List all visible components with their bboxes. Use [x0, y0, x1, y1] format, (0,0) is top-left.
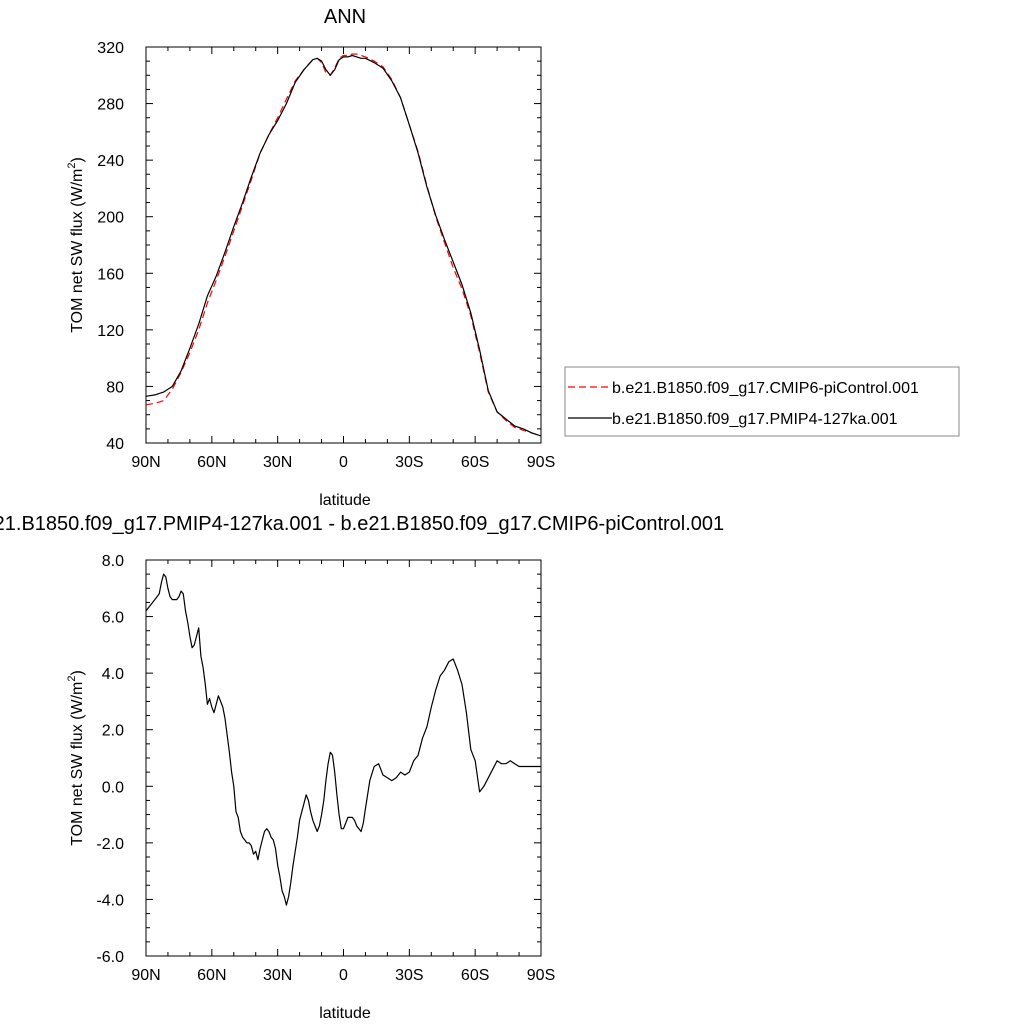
- top-y-tick-label: 200: [97, 210, 124, 227]
- bottom-series-line-0: [145, 573, 541, 906]
- top-x-tick-label: 60N: [197, 454, 226, 471]
- bottom-x-tick-label: 60S: [461, 967, 489, 984]
- bottom-y-tick-label: 4.0: [102, 666, 124, 683]
- bottom-x-tick-label: 90S: [527, 967, 555, 984]
- legend: b.e21.B1850.f09_g17.CMIP6-piControl.001 …: [564, 366, 960, 437]
- bottom-y-tick-label: 2.0: [102, 723, 124, 740]
- top-y-axis-label: TOM net SW flux (W/m2): [66, 157, 86, 333]
- bottom-series-lines: [145, 573, 541, 906]
- bottom-x-tick-label: 60N: [197, 967, 226, 984]
- top-y-tick-label: 40: [106, 436, 124, 453]
- bottom-y-axis-label: TOM net SW flux (W/m2): [66, 670, 86, 846]
- bottom-chart-title: b.e21.B1850.f09_g17.PMIP4-127ka.001 - b.…: [0, 513, 724, 535]
- top-y-tick-label: 320: [97, 40, 124, 57]
- bottom-x-axis-label: latitude: [319, 1005, 371, 1022]
- top-x-tick-label: 60S: [461, 454, 489, 471]
- top-y-tick-label: 240: [97, 153, 124, 170]
- top-y-tick-label: 280: [97, 97, 124, 114]
- bottom-x-tick-label: 30S: [395, 967, 423, 984]
- bottom-x-tick-label: 30N: [263, 967, 292, 984]
- bottom-x-tick-label: 0: [339, 967, 348, 984]
- bottom-y-tick-label: 6.0: [102, 610, 124, 627]
- bottom-y-tick-label: 0.0: [102, 779, 124, 796]
- top-y-tick-label: 160: [97, 266, 124, 283]
- legend-label-127ka: b.e21.B1850.f09_g17.PMIP4-127ka.001: [612, 411, 898, 428]
- top-x-tick-label: 90S: [527, 454, 555, 471]
- bottom-y-tick-label: -2.0: [96, 836, 124, 853]
- top-series-lines: [145, 53, 542, 437]
- bottom-plot-frame: [145, 559, 542, 957]
- top-x-tick-label: 30N: [263, 454, 292, 471]
- bottom-chart: b.e21.B1850.f09_g17.PMIP4-127ka.001 - b.…: [0, 513, 724, 1022]
- legend-frame: [564, 366, 960, 437]
- top-x-axis-label: latitude: [319, 492, 371, 509]
- top-chart-title: ANN: [324, 6, 366, 28]
- top-x-tick-label: 0: [339, 454, 348, 471]
- top-plot-frame: [145, 46, 542, 444]
- legend-label-picontrol: b.e21.B1850.f09_g17.CMIP6-piControl.001: [612, 380, 919, 397]
- top-series-line-1: [145, 54, 542, 437]
- top-axis-ticks: 90N 60N 30N 0 30S 60S 90S 40 80 120 160 200 240 280 32…: [97, 40, 555, 471]
- top-series-line-0: [145, 53, 542, 437]
- top-chart: ANN 90N 60N 30N 0 30S 60S 90S 40 80 120 160 200 240 2…: [66, 6, 555, 509]
- bottom-axis-ticks: 90N 60N 30N 0 30S 60S 90S -6.0 -4.0 -2.0 0.0 2.0 4.0…: [96, 553, 555, 984]
- top-x-tick-label: 90N: [131, 454, 160, 471]
- bottom-y-tick-label: 8.0: [102, 553, 124, 570]
- top-x-tick-label: 30S: [395, 454, 423, 471]
- top-y-tick-label: 80: [106, 379, 124, 396]
- bottom-y-tick-label: -6.0: [96, 949, 124, 966]
- bottom-x-tick-label: 90N: [131, 967, 160, 984]
- bottom-y-tick-label: -4.0: [96, 892, 124, 909]
- top-y-tick-label: 120: [97, 323, 124, 340]
